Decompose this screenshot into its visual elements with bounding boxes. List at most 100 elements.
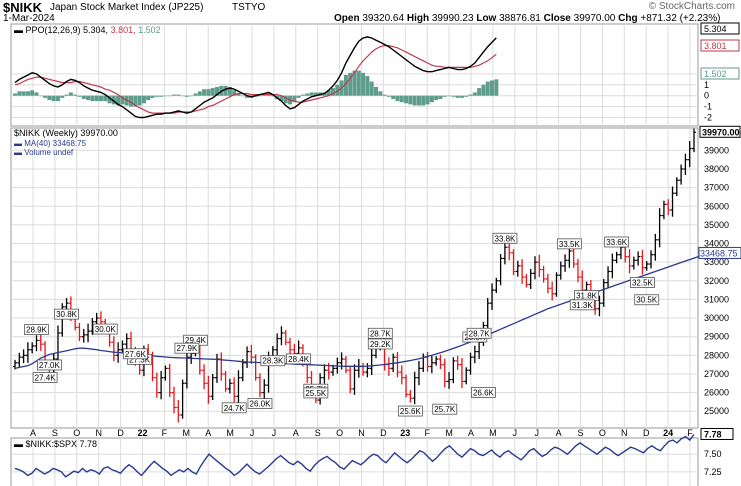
annotation-box xyxy=(122,348,148,360)
y-tick-label: 31000 xyxy=(704,294,729,304)
ppo-histogram-bar xyxy=(227,86,232,96)
annotation-label: 31.3K xyxy=(572,301,594,310)
volume-legend: ▬ Volume undef xyxy=(14,148,74,157)
ppo-histogram-bar xyxy=(485,81,490,96)
annotation-label: 26.0K xyxy=(250,400,272,409)
annotation-label: 27.3K xyxy=(129,355,151,364)
ppo-histogram-bar xyxy=(472,92,477,96)
annotation-label: 31.8K xyxy=(576,292,598,301)
annotation-box xyxy=(634,294,660,306)
annotation-label: 29.4K xyxy=(185,336,207,345)
annotation-box xyxy=(492,232,518,244)
annotation-label: 27.0K xyxy=(39,361,61,370)
x-tick-label: J xyxy=(272,428,277,438)
ppo-histogram-bar xyxy=(21,91,26,96)
ppo-histogram-bar xyxy=(51,95,56,102)
x-tick-label: F xyxy=(687,428,693,438)
annotation-box xyxy=(54,308,79,320)
index-name: Japan Stock Market Index (JP225) xyxy=(50,2,204,13)
close-label: Close xyxy=(543,13,571,24)
x-tick-label: S xyxy=(52,428,58,438)
annotation-box xyxy=(466,327,492,339)
low-value: 38876.81 xyxy=(499,13,541,24)
x-tick-label: D xyxy=(380,428,387,438)
annotation-box xyxy=(247,398,273,409)
ppo-histogram-bar xyxy=(98,95,103,102)
ppo-histogram-bar xyxy=(17,91,22,96)
close-last-value-box xyxy=(699,125,741,138)
price-panel xyxy=(10,127,699,429)
ppo-histogram-bar xyxy=(180,95,185,97)
ppo-histogram-bar xyxy=(55,95,60,102)
ppo-histogram-bar xyxy=(30,90,35,96)
annotation-label: 30.8K xyxy=(56,310,78,319)
y-tick-label: 39000 xyxy=(704,145,729,155)
ppo-histogram-bar xyxy=(279,95,284,102)
ppo-histogram-bar xyxy=(184,95,189,97)
annotation-box xyxy=(556,238,582,250)
ppo-histogram-bar xyxy=(38,95,43,97)
x-tick-label: 23 xyxy=(400,428,410,438)
x-tick-label: 24 xyxy=(663,428,673,438)
ppo-histogram-bar xyxy=(73,94,78,96)
annotation-label: 30.0K xyxy=(95,325,117,334)
annotation-label: 32.5K xyxy=(632,278,654,287)
annotation-box xyxy=(432,403,458,415)
ppo-histogram-bar xyxy=(210,88,215,96)
annotation-label: 28.7K xyxy=(469,329,491,338)
annotation-label: 25.5K xyxy=(305,389,327,398)
ppo-histogram-bar xyxy=(133,95,138,107)
ppo-histogram-bar xyxy=(361,72,366,96)
brand-logo: © StockCharts.com xyxy=(648,1,735,12)
x-tick-label: A xyxy=(293,428,299,438)
signal-last-value-box xyxy=(700,39,740,52)
x-tick-label: D xyxy=(117,428,124,438)
chart-date: 1-Mar-2024 xyxy=(3,13,55,24)
ppo-histogram-bar xyxy=(365,76,370,96)
ppo-histogram-bar xyxy=(240,95,245,97)
ppo-histogram-bar xyxy=(352,70,357,96)
ppo-histogram-bar xyxy=(399,95,404,103)
annotation-box xyxy=(397,405,423,417)
y-tick-label: 7.50 xyxy=(704,449,722,459)
ratio-last-value: 7.78 xyxy=(704,429,722,439)
ppo-histogram-bar xyxy=(77,95,82,97)
ppo-histogram-bar xyxy=(13,93,17,96)
annotation-label: 27.6K xyxy=(125,350,147,359)
ppo-histogram-bar xyxy=(464,95,469,97)
ppo-histogram-bar xyxy=(459,95,464,98)
ppo-histogram-bar xyxy=(335,84,340,96)
ppo-histogram-bar xyxy=(442,95,447,97)
ppo-histogram-bar xyxy=(94,95,99,102)
ppo-histogram-bar xyxy=(425,95,430,105)
annotation-label: 28.9K xyxy=(26,326,48,335)
ppo-histogram-bar xyxy=(490,80,495,96)
ppo-histogram-bar xyxy=(305,93,310,96)
y-tick-label: 38000 xyxy=(704,164,729,174)
ratio-line xyxy=(14,434,695,478)
hist-last-value-box xyxy=(700,67,740,80)
y-tick-label: 7.25 xyxy=(704,467,722,477)
annotation-label: 27.4K xyxy=(35,374,57,383)
x-tick-label: O xyxy=(599,428,606,438)
annotation-box xyxy=(303,387,329,399)
annotation-box xyxy=(92,323,118,335)
y-tick-label: 33000 xyxy=(704,257,729,267)
x-tick-label: O xyxy=(336,428,343,438)
x-tick-label: M xyxy=(445,428,453,438)
ppo-last-value: 5.304 xyxy=(704,24,727,34)
ppo-histogram-bar xyxy=(43,95,48,98)
ppo-histogram-bar xyxy=(150,95,155,98)
x-tick-label: N xyxy=(358,428,365,438)
ppo-histogram-bar xyxy=(292,95,297,103)
x-tick-label: A xyxy=(205,428,211,438)
y-tick-label: 28000 xyxy=(704,350,729,360)
ppo-histogram-bar xyxy=(326,90,331,96)
ohlc-readout: Open 39320.64 High 39990.23 Low 38876.81… xyxy=(334,13,720,24)
chart-header: $NIKK Japan Stock Market Index (JP225) T… xyxy=(0,0,741,24)
x-tick-label: N xyxy=(621,428,628,438)
annotation-label: 25.6K xyxy=(400,407,422,416)
y-tick-label: 36000 xyxy=(704,201,729,211)
ppo-histogram-bar xyxy=(129,95,134,107)
